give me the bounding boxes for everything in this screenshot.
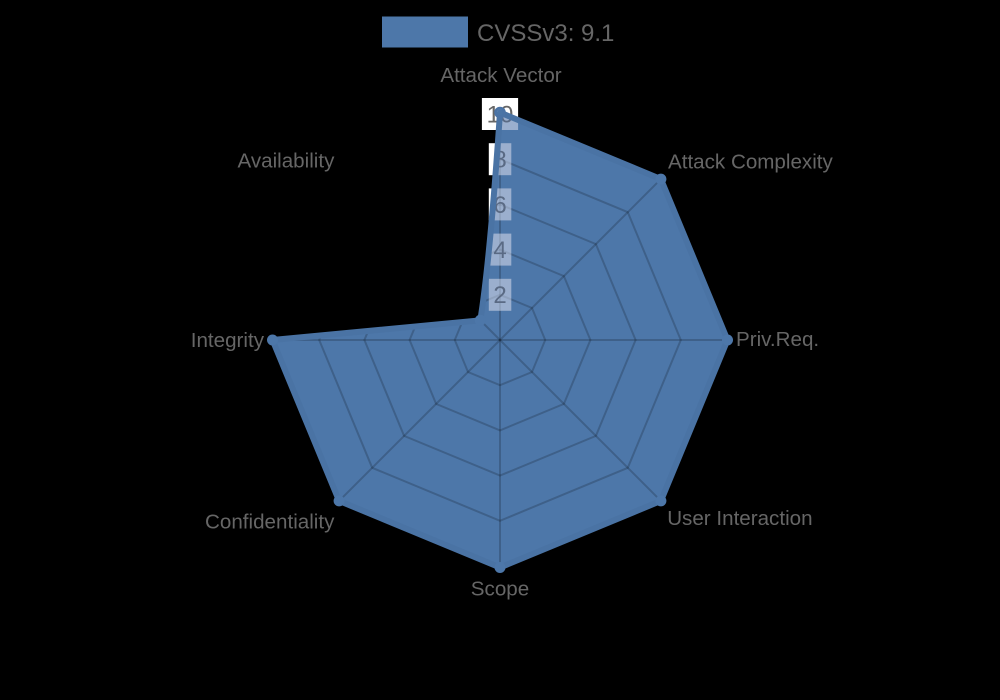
svg-text:CVSSv3: 9.1: CVSSv3: 9.1: [477, 20, 614, 47]
svg-text:Integrity: Integrity: [191, 329, 265, 352]
svg-text:6: 6: [493, 192, 506, 219]
svg-text:Availability: Availability: [237, 150, 335, 173]
svg-text:Attack Vector: Attack Vector: [440, 64, 561, 87]
svg-text:Scope: Scope: [471, 577, 529, 600]
svg-text:2: 2: [493, 282, 506, 309]
svg-text:Attack Complexity: Attack Complexity: [668, 150, 834, 173]
svg-text:Priv.Req.: Priv.Req.: [736, 328, 819, 351]
svg-text:Confidentiality: Confidentiality: [205, 510, 335, 533]
svg-text:4: 4: [493, 237, 506, 264]
svg-text:User Interaction: User Interaction: [667, 507, 812, 530]
